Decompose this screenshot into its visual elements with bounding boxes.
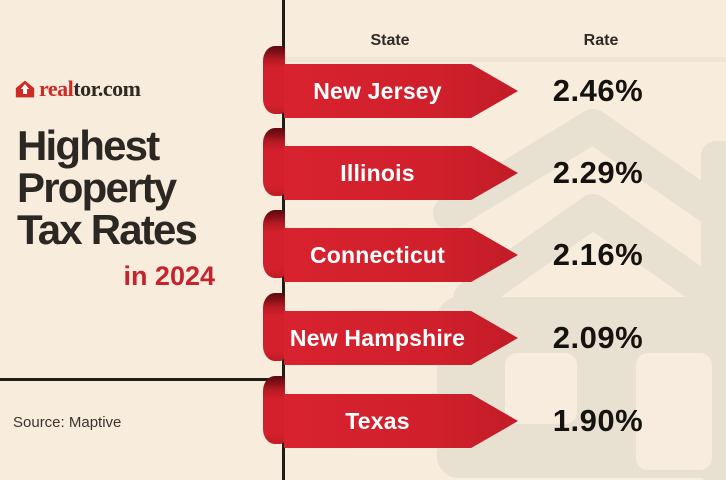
title-line-1: Highest [17, 122, 160, 169]
header-shadow-band [286, 57, 726, 62]
page-title: Highest Property Tax Rates [17, 122, 198, 253]
state-label: Texas [345, 408, 410, 434]
realtor-logo: realtor.com [15, 76, 141, 102]
logo-text-tor-com: tor.com [73, 76, 141, 101]
state-ribbon-arrow: Texas [284, 394, 518, 448]
table-row: Illinois 2.29% [263, 128, 683, 200]
logo-text-real: real [39, 76, 74, 101]
house-right-wall [701, 141, 726, 480]
realtor-house-icon [15, 80, 35, 98]
ribbon-fold [263, 46, 285, 114]
column-header-rate: Rate [583, 32, 619, 49]
rate-value: 2.29% [552, 155, 644, 190]
state-label: New Hampshire [289, 325, 466, 351]
rate-value: 2.16% [552, 237, 644, 272]
source-credit: Source: Maptive [13, 414, 122, 431]
logo-text: realtor.com [39, 76, 141, 102]
title-line-2: Property [17, 164, 177, 211]
title-year: in 2024 [123, 261, 215, 291]
rate-value: 1.90% [552, 403, 644, 438]
state-label: New Jersey [313, 78, 442, 104]
table-row: Connecticut 2.16% [263, 210, 683, 282]
ribbon-fold [263, 210, 285, 278]
title-line-3: Tax Rates [17, 206, 198, 253]
table-row: Texas 1.90% [263, 376, 683, 448]
rate-value: 2.09% [552, 320, 644, 355]
table-row: New Jersey 2.46% [263, 46, 683, 118]
state-ribbon-arrow: Illinois [284, 146, 518, 200]
ribbon-fold [263, 293, 285, 361]
table-row: New Hampshire 2.09% [263, 293, 683, 365]
state-label: Connecticut [309, 242, 446, 268]
ribbon-fold [263, 376, 285, 444]
state-ribbon-arrow: New Jersey [284, 64, 518, 118]
state-ribbon-arrow: New Hampshire [284, 311, 518, 365]
rate-value: 2.46% [552, 73, 644, 108]
divider-horizontal-line [0, 378, 285, 381]
state-label: Illinois [340, 160, 415, 186]
ribbon-fold [263, 128, 285, 196]
state-ribbon-arrow: Connecticut [284, 228, 518, 282]
column-header-state: State [370, 32, 410, 49]
